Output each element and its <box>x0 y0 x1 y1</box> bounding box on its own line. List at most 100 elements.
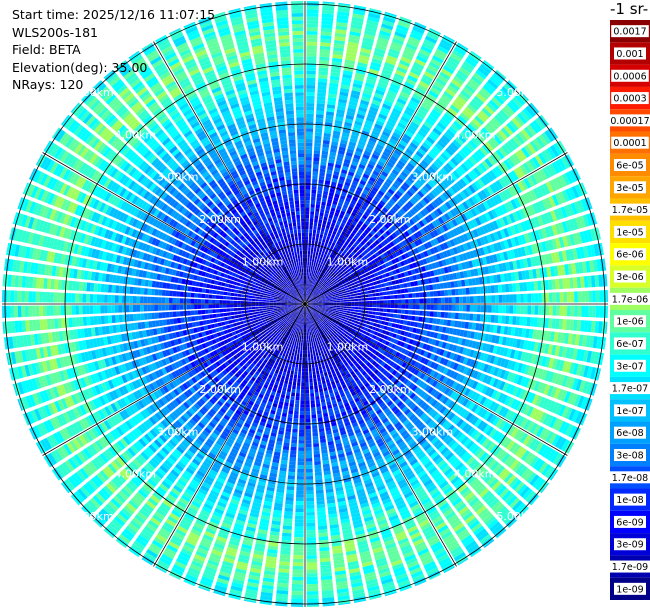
ray-gate-cell <box>374 315 380 320</box>
ray-gate-cell <box>336 305 341 308</box>
ray-gate-cell <box>357 243 363 249</box>
ray-gate-cell <box>414 286 419 292</box>
ray-gate-cell <box>336 109 345 115</box>
ray-gate-cell <box>443 90 454 100</box>
ray-gate-cell <box>356 223 362 229</box>
ray-gate-cell <box>318 388 324 393</box>
ray-gate-cell <box>316 288 320 292</box>
ray-gate-cell <box>388 86 399 94</box>
ray-gate-cell <box>403 49 415 58</box>
ray-gate-cell <box>360 217 366 223</box>
ray-gate-cell <box>389 313 394 318</box>
ray-gate-cell <box>387 141 396 149</box>
ray-gate-cell <box>523 293 528 303</box>
ray-gate-cell <box>401 154 410 162</box>
ray-gate-cell <box>394 128 403 136</box>
ray-gate-cell <box>350 293 355 297</box>
ray-gate-cell <box>559 305 564 316</box>
ray-gate-cell <box>316 266 319 271</box>
ray-gate-cell <box>574 305 578 317</box>
ray-gate-cell <box>315 478 323 484</box>
ray-gate-cell <box>343 297 348 300</box>
ray-gate-cell <box>367 232 373 238</box>
ray-gate-cell <box>306 290 308 295</box>
ray-gate-cell <box>318 536 329 541</box>
ray-gate-cell <box>338 198 345 204</box>
ray-gate-cell <box>314 139 322 144</box>
ray-gate-cell <box>323 132 331 138</box>
ray-gate-cell <box>462 296 467 304</box>
ray-gate-cell <box>328 155 336 161</box>
ray-gate-cell <box>346 292 351 295</box>
ray-gate-cell <box>337 229 342 234</box>
ray-gate-cell <box>468 101 480 111</box>
ray-gate-cell <box>395 101 405 109</box>
ray-gate-cell <box>355 214 362 220</box>
ray-gate-cell <box>316 283 320 287</box>
ray-gate-cell <box>327 244 331 249</box>
ray-gate-cell <box>370 173 378 180</box>
ray-gate-cell <box>392 107 402 115</box>
ray-gate-cell <box>421 124 431 132</box>
ray-gate-cell <box>320 38 332 44</box>
ray-gate-cell <box>396 319 401 324</box>
ray-gate-cell <box>352 243 358 248</box>
ray-gate-cell <box>390 135 400 142</box>
ray-gate-cell <box>418 80 430 89</box>
ray-gate-cell <box>305 350 308 354</box>
ray-gate-cell <box>381 184 389 191</box>
ray-gate-cell <box>329 210 335 216</box>
ray-gate-cell <box>334 36 346 42</box>
ray-gate-cell <box>342 70 353 76</box>
ray-gate-cell <box>326 277 330 282</box>
ray-gate-cell <box>332 307 337 309</box>
ray-gate-cell <box>305 221 309 226</box>
ray-gate-cell <box>306 332 309 336</box>
ray-gate-cell <box>516 294 521 303</box>
ray-gate-cell <box>402 84 413 93</box>
ray-gate-cell <box>305 149 313 154</box>
ray-gate-cell <box>305 378 309 383</box>
ray-gate-cell <box>410 29 424 38</box>
ray-gate-cell <box>316 355 320 360</box>
ray-gate-cell <box>325 114 334 120</box>
ray-gate-cell <box>333 126 342 132</box>
ray-gate-cell <box>322 220 327 225</box>
ray-gate-cell <box>411 65 423 73</box>
ray-gate-cell <box>382 312 387 317</box>
ray-gate-cell <box>338 2 351 6</box>
ray-gate-cell <box>400 171 409 178</box>
ray-gate-cell <box>343 304 348 306</box>
ray-gate-cell <box>404 165 413 173</box>
ray-gate-cell <box>305 146 313 150</box>
ray-gate-cell <box>319 369 324 374</box>
ray-gate-cell <box>401 299 406 304</box>
ray-gate-cell <box>519 282 524 292</box>
ray-gate-cell <box>307 254 310 259</box>
ray-gate-cell <box>397 63 409 71</box>
ray-gate-cell <box>305 357 308 361</box>
ray-gate-cell <box>552 305 557 316</box>
ray-gate-cell <box>323 187 329 192</box>
ray-gate-cell <box>361 96 371 103</box>
ray-gate-cell <box>340 300 344 302</box>
ray-gate-cell <box>380 133 389 141</box>
ray-gate-cell <box>393 73 405 81</box>
ray-gate-cell <box>408 304 413 309</box>
ray-gate-cell <box>452 120 463 130</box>
ray-gate-cell <box>461 63 473 74</box>
ray-gate-cell <box>366 217 373 223</box>
ray-gate-cell <box>423 121 433 129</box>
ray-gate-cell <box>468 78 481 88</box>
ray-gate-cell <box>333 39 345 45</box>
ray-gate-cell <box>307 261 310 266</box>
ray-gate-cell <box>328 86 338 92</box>
ray-gate-cell <box>338 95 348 101</box>
ray-gate-cell <box>336 296 340 299</box>
ray-gate-cell <box>487 314 492 323</box>
ray-gate-cell <box>333 269 338 274</box>
ray-gate-cell <box>545 305 550 316</box>
ray-gate-cell <box>319 435 326 440</box>
ray-gate-cell <box>324 271 328 276</box>
ray-gate-cell <box>418 286 423 292</box>
